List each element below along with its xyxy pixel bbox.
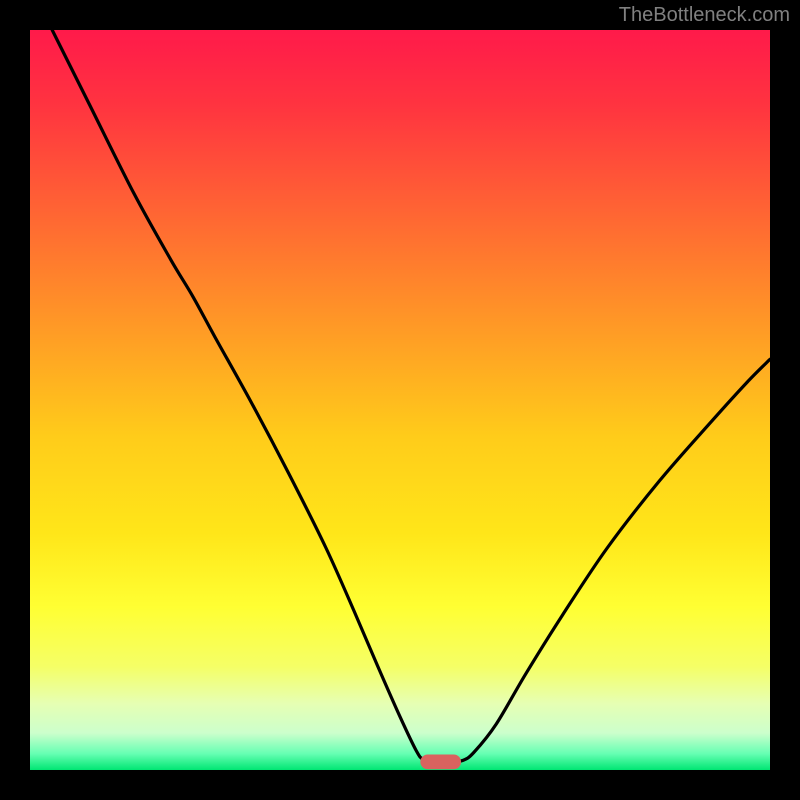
gradient-background (30, 30, 770, 770)
watermark-text: TheBottleneck.com (619, 4, 790, 27)
bottleneck-chart (30, 30, 770, 770)
optimal-marker (420, 754, 461, 769)
chart-plot-area (30, 30, 770, 770)
